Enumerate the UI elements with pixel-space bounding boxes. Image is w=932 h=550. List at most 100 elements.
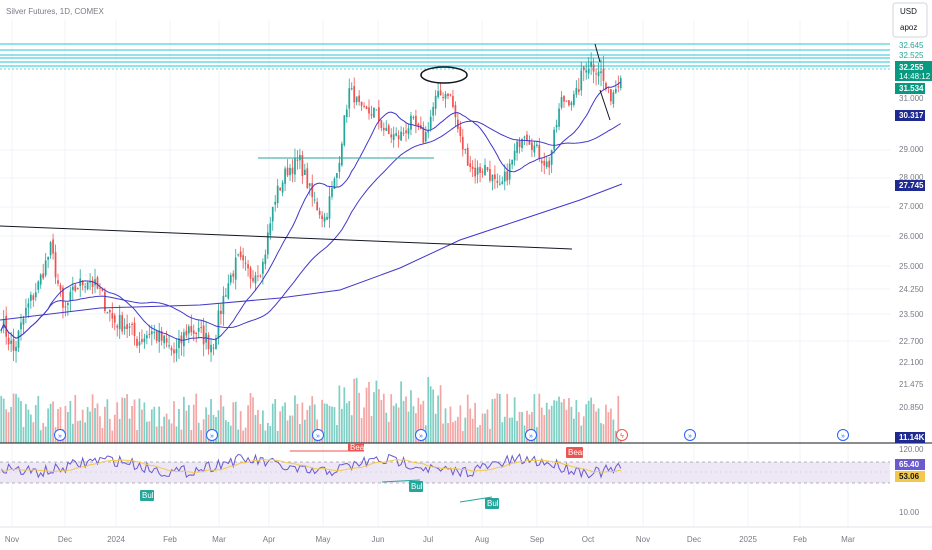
candle-body <box>47 256 49 260</box>
price-tick: 26.000 <box>899 232 924 241</box>
volume-bar <box>39 430 42 443</box>
event-markers[interactable]: » » » » » » » ϟ <box>54 429 849 441</box>
volume-bar <box>91 394 94 443</box>
volume-badge <box>895 432 925 443</box>
candle-body <box>49 242 52 256</box>
event-marker-glyph: » <box>419 433 423 440</box>
candle-body <box>32 295 35 300</box>
candle-body <box>548 160 551 168</box>
volume-bar <box>22 427 25 443</box>
volume-bar <box>528 414 531 443</box>
volume-bar <box>336 425 338 443</box>
event-marker-icon[interactable]: » <box>312 429 324 441</box>
event-marker-icon[interactable]: » <box>684 429 696 441</box>
volume-bar <box>491 399 494 443</box>
event-marker-icon[interactable]: » <box>415 429 427 441</box>
volume-bar <box>289 415 291 443</box>
candle-body <box>471 166 474 169</box>
candle-body <box>333 178 336 189</box>
candle-body <box>308 183 311 186</box>
volume-bar <box>343 387 346 443</box>
volume-bar <box>136 430 138 443</box>
candle-body <box>74 285 77 291</box>
candle-body <box>461 136 464 150</box>
volume-bar <box>363 407 365 443</box>
rsi-ma-line <box>0 459 621 474</box>
volume-bar <box>170 423 173 443</box>
volume-bar <box>175 426 178 443</box>
candle-body <box>163 335 166 344</box>
candle-body <box>220 310 222 315</box>
candle-body <box>358 95 360 102</box>
candle-body <box>321 215 323 220</box>
candle-body <box>397 135 400 140</box>
price-badges: 32.645 32.525 32.255 14:48:12 31.534 31.… <box>895 41 932 443</box>
volume-bar <box>345 403 348 443</box>
time-label: Sep <box>530 535 545 544</box>
volume-bar <box>116 402 119 443</box>
volume-bar <box>456 416 459 443</box>
volume-bar <box>185 410 188 443</box>
candle-body <box>294 158 296 175</box>
volume-bar <box>513 397 516 443</box>
volume-bar <box>496 393 499 443</box>
candle-body <box>439 90 442 96</box>
volume-bar <box>590 397 593 443</box>
volume-bar <box>526 410 528 443</box>
candle-body <box>91 280 94 287</box>
drawings <box>0 43 611 250</box>
candle-body <box>476 167 479 175</box>
candle-body <box>247 264 249 269</box>
event-marker-icon[interactable]: » <box>206 429 218 441</box>
candle-body <box>449 94 452 96</box>
rsi-axis[interactable]: 120.00 65.40 53.06 10.00 <box>895 445 925 517</box>
volume-bar <box>141 409 143 443</box>
volume-bar <box>387 421 390 443</box>
volume-bar <box>150 409 153 443</box>
descending-trendline <box>0 225 573 250</box>
candle-body <box>29 294 32 301</box>
price-axis[interactable]: 29.000 28.000 27.000 26.000 25.000 24.25… <box>899 145 924 412</box>
price-tick: 22.700 <box>899 337 924 346</box>
candle-body <box>254 275 257 284</box>
candle-body <box>481 171 484 173</box>
volume-bar <box>257 410 259 443</box>
candle-body <box>286 167 289 176</box>
candle-body <box>269 223 272 236</box>
volume-bar <box>575 400 578 443</box>
volume-bar <box>395 403 398 443</box>
volume-bar <box>118 418 121 443</box>
volume-bar <box>44 426 47 443</box>
volume-bar <box>84 422 87 443</box>
rsi-bottom-tick: 10.00 <box>899 508 920 517</box>
earnings-marker-icon[interactable]: ϟ <box>616 429 628 441</box>
volume-bar <box>331 406 333 443</box>
volume-bar <box>321 399 323 443</box>
candle-body <box>486 167 489 171</box>
volume-bar <box>368 381 370 443</box>
drawing-stroke <box>599 89 611 121</box>
volume-bar <box>294 395 296 443</box>
candle-body <box>158 330 161 343</box>
volume-bar <box>338 385 341 443</box>
candle-body <box>494 174 496 180</box>
volume-bar <box>410 390 412 443</box>
currency-code: USD <box>900 7 917 16</box>
candle-body <box>318 210 321 215</box>
candle-body <box>432 106 435 116</box>
volume-bar <box>503 416 506 443</box>
volume-bar <box>303 419 306 443</box>
currency-box[interactable]: USD apoz <box>892 2 928 38</box>
volume-bar <box>540 407 543 443</box>
volume-bar <box>563 399 565 443</box>
time-axis[interactable]: Nov Dec 2024 Feb Mar Apr May Jun Jul Aug… <box>0 526 932 544</box>
event-marker-icon[interactable]: » <box>837 429 849 441</box>
event-marker-icon[interactable]: » <box>525 429 537 441</box>
candle-body <box>64 306 67 308</box>
volume-bar <box>595 411 597 443</box>
volume-bar <box>614 430 617 443</box>
event-marker-icon[interactable]: » <box>54 429 66 441</box>
volume-bar <box>252 397 254 443</box>
volume-bar <box>244 427 247 443</box>
